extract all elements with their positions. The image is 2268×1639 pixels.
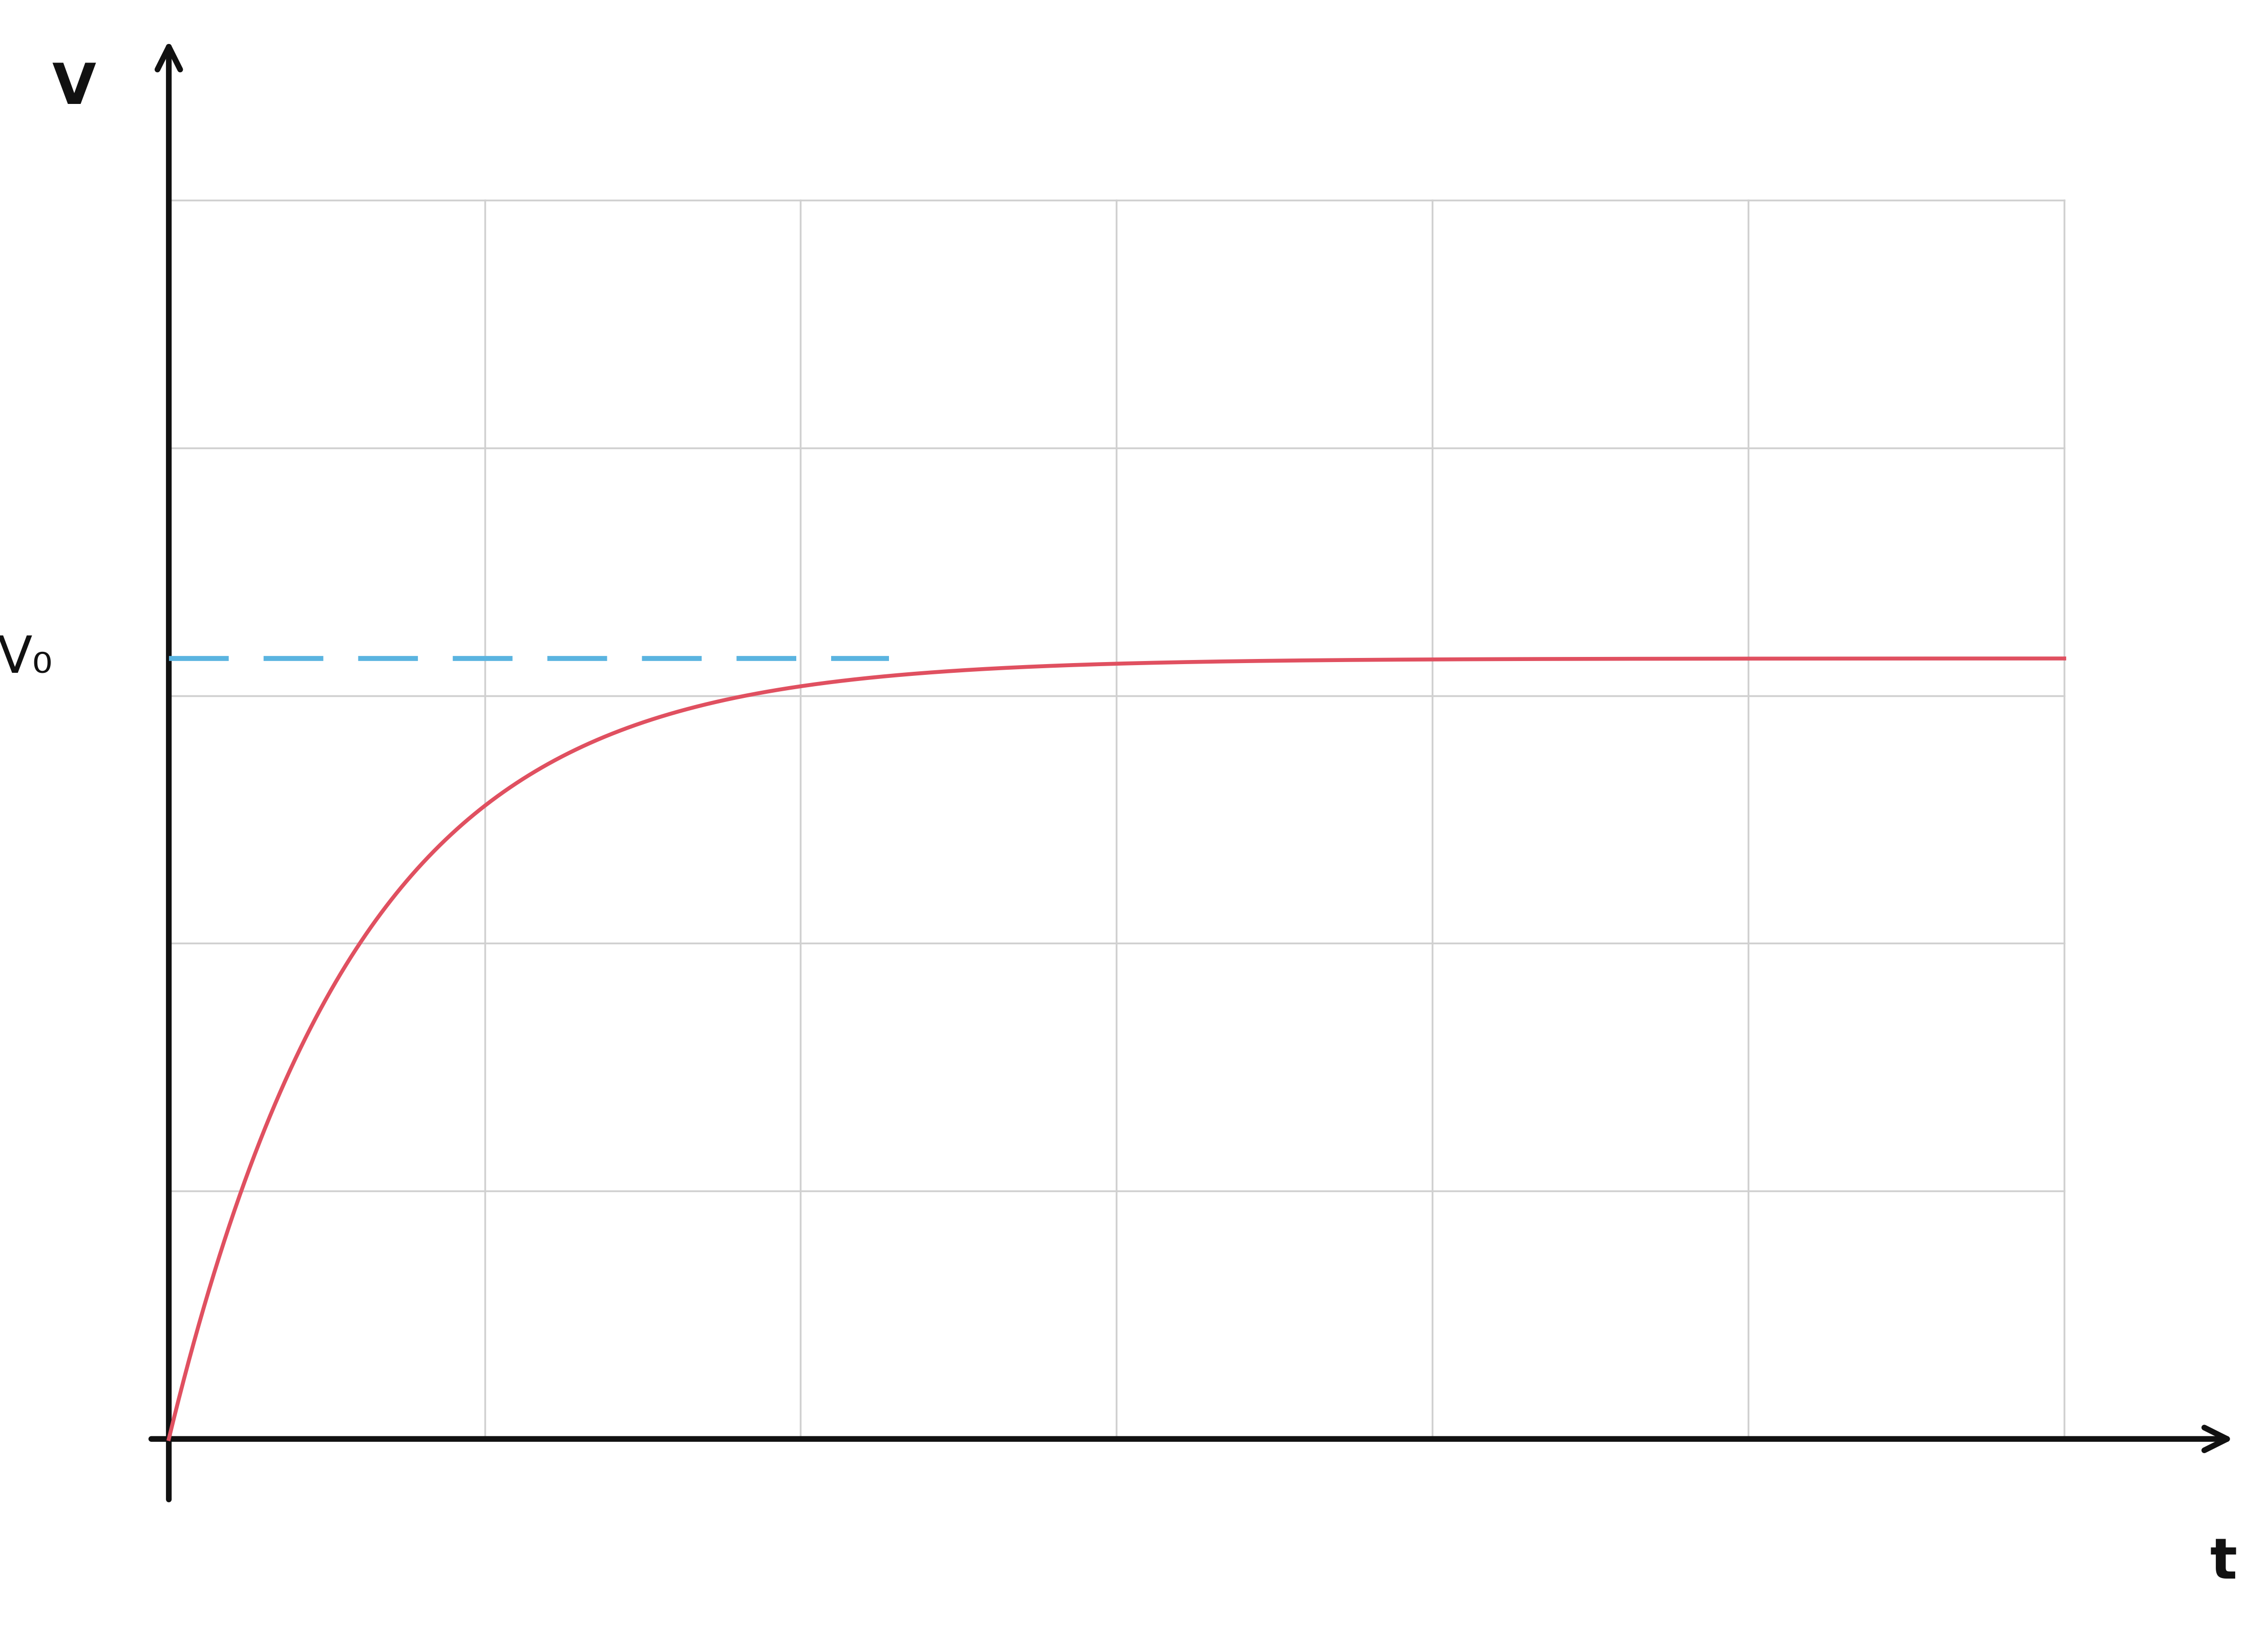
Text: t: t: [2209, 1536, 2236, 1590]
Text: V: V: [52, 61, 95, 116]
Text: V₀: V₀: [0, 634, 52, 683]
